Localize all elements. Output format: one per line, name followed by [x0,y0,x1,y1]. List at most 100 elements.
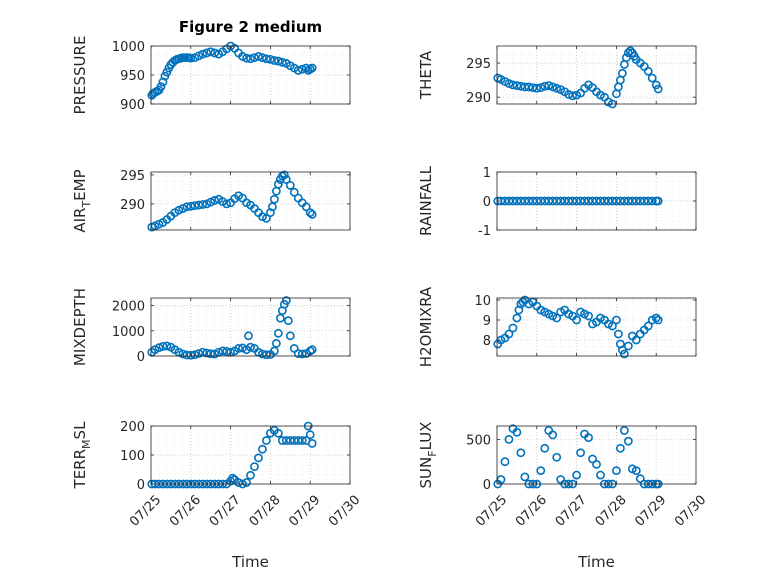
y-axis-label: TERRMSL [71,421,93,490]
x-tick-label: 07/27 [553,493,590,530]
data-point [273,428,283,438]
data-point [297,349,307,359]
data-point [612,315,621,325]
data-point [516,448,526,458]
y-axis-label: AIRTEMP [71,169,93,232]
y-tick-label: 0 [483,195,491,210]
data-point [246,470,255,480]
data-point [269,346,279,356]
data-point [552,452,562,462]
data-point [520,472,530,482]
y-axis-label: SUNFLUX [417,422,439,489]
x-tick-label: 07/25 [473,493,510,530]
data-point [265,208,275,217]
data-point [186,350,196,360]
x-tick-label: 07/30 [326,493,363,530]
data-point [520,82,530,92]
subplot-mixdepth: 0 1000 2000 MIXDEPTH [71,288,351,366]
y-tick-label: 500 [466,433,491,448]
data-point [262,436,271,445]
y-tick-label: 9 [483,314,491,329]
subplot-h2omixra: 8 9 10 H2OMIXRA [417,286,697,367]
subplot-pressure: 900 950 1000 PRESSURE [71,36,351,114]
data-point [262,213,271,223]
x-tick-label: 07/27 [207,493,244,530]
y-axis-label: H2OMIXRA [417,286,435,367]
data-point [536,466,546,476]
data-point [584,311,593,321]
data-point [307,63,317,73]
data-point [267,202,277,212]
data-point [568,91,578,101]
y-tick-label: 290 [466,91,491,106]
y-axis-label: MIXDEPTH [71,288,89,366]
data-point [254,52,263,61]
data-point [647,196,657,206]
data-point [653,315,663,325]
x-axis-label: Time [231,553,269,571]
data-point [279,170,289,180]
y-tick-label: 290 [120,198,145,213]
data-point [584,433,593,442]
y-tick-label: 1 [483,166,491,181]
data-point [250,462,259,471]
data-point [613,329,623,339]
data-point [206,47,216,57]
data-point [504,329,514,339]
data-point [206,349,216,359]
data-point [281,175,291,184]
data-point [275,313,285,323]
data-point [576,448,585,458]
data-point [186,53,196,63]
data-point [572,315,581,325]
data-point [281,296,291,305]
subplot-theta: 290 295 THETA [417,45,697,109]
data-point [265,54,275,64]
data-point [617,68,627,78]
data-point [548,82,558,92]
data-point [623,436,633,446]
data-point [293,65,303,75]
subplot-terr: 0 100 200 07/25 07/26 07/27 07/28 07/29 07/30 Tim… [71,420,363,571]
x-tick-label: 07/28 [593,493,630,530]
data-point [158,342,168,351]
y-tick-label: 295 [120,169,145,184]
data-point [271,338,281,348]
data-point [540,443,550,453]
data-point [612,466,621,476]
data-point [564,90,574,99]
data-point [536,83,546,93]
y-tick-label: 2000 [112,300,145,315]
axes-box [496,297,697,357]
axes-box [496,45,697,105]
data-point [289,187,299,197]
data-point [158,77,168,87]
x-tick-label: 07/26 [167,493,204,530]
subplot-air: 290 295 AIRTEMP [71,169,351,233]
data-point [653,84,663,94]
data-point [647,73,657,83]
data-point [258,53,267,62]
y-tick-label: 0 [137,478,145,493]
data-point [592,459,601,469]
axes-background [151,298,350,356]
data-point [186,201,196,211]
y-tick-label: -1 [478,224,491,239]
data-point [198,49,208,59]
data-point [285,180,295,190]
data-point [301,202,311,212]
data-point [305,208,315,217]
x-tick-label: 07/29 [632,493,669,530]
data-point [178,349,188,359]
data-point [516,81,526,91]
data-point [512,81,522,90]
data-point [631,466,641,476]
data-point [643,66,653,76]
data-point [258,444,267,454]
data-point [190,201,200,211]
data-point [301,63,311,73]
data-point [262,54,271,64]
data-point [307,345,317,355]
data-point [228,473,237,483]
